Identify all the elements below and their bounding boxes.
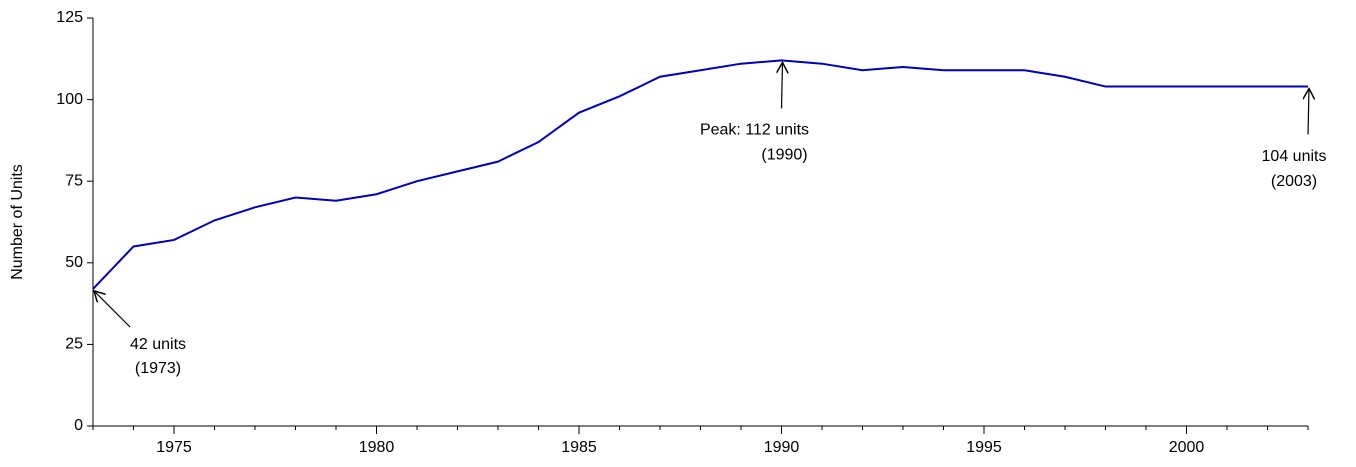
- y-tick-label: 0: [74, 417, 83, 434]
- y-tick-label: 125: [56, 9, 83, 26]
- annotation-text: Peak: 112 units: [700, 122, 809, 139]
- x-tick-label: 1985: [561, 439, 597, 456]
- data-line: [92, 59, 1308, 290]
- annotation-text: (1973): [135, 360, 181, 377]
- x-tick-label: 1975: [156, 439, 192, 456]
- y-tick-label: 25: [65, 336, 83, 353]
- x-tick-label: 1990: [764, 439, 800, 456]
- x-tick-label: 2000: [1169, 439, 1205, 456]
- y-tick-label: 50: [65, 254, 83, 271]
- annotation-text: 42 units: [130, 336, 186, 353]
- y-tick-label: 75: [65, 172, 83, 189]
- y-axis-label: Number of Units: [9, 164, 26, 280]
- annotation-arrow: [782, 62, 783, 109]
- y-tick-label: 100: [56, 91, 83, 108]
- annotation-arrow: [94, 291, 131, 328]
- annotation-arrow: [1308, 89, 1309, 135]
- x-tick-label: 1995: [966, 439, 1002, 456]
- annotation-text: (2003): [1271, 173, 1317, 190]
- annotation-text: 104 units: [1262, 148, 1327, 165]
- annotation-text: (1990): [761, 147, 807, 164]
- x-tick-label: 1980: [359, 439, 395, 456]
